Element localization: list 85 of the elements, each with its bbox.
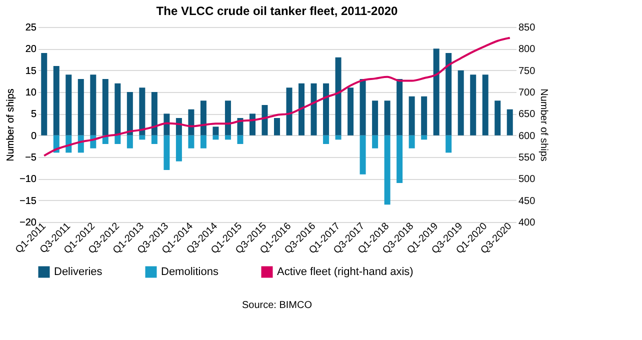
- y-tick-label: −15: [20, 196, 37, 207]
- bar: [396, 135, 403, 183]
- bar: [360, 79, 366, 136]
- y2-tick-label: 850: [518, 22, 536, 34]
- bar: [494, 100, 501, 136]
- bar: [408, 135, 415, 148]
- bar: [139, 135, 146, 140]
- bar: [360, 135, 366, 174]
- bar: [262, 105, 268, 136]
- bar: [66, 74, 72, 136]
- bar: [41, 53, 48, 136]
- y-tick-label: 15: [25, 66, 37, 77]
- bar: [335, 57, 342, 136]
- bar: [200, 100, 206, 136]
- bar: [470, 74, 476, 136]
- bar: [310, 83, 317, 136]
- bar: [372, 135, 378, 148]
- legend-label: Active fleet (right-hand axis): [277, 266, 414, 278]
- bar: [212, 135, 219, 140]
- bar: [139, 88, 146, 136]
- bar: [164, 135, 170, 170]
- bar: [164, 114, 170, 136]
- y-tick-label: 25: [25, 22, 37, 34]
- y-tick-label: 20: [25, 44, 37, 56]
- bar: [323, 83, 330, 136]
- y2-tick-label: 550: [518, 152, 536, 164]
- bar: [102, 79, 108, 136]
- bar: [188, 135, 194, 148]
- y-axis-title: Number of ships: [6, 88, 17, 162]
- bar: [237, 135, 244, 144]
- bar: [126, 92, 133, 136]
- bar: [53, 66, 60, 136]
- bar: [446, 53, 452, 136]
- bar: [408, 96, 415, 136]
- bar: [348, 88, 354, 136]
- y2-tick-label: 700: [518, 88, 536, 98]
- bar: [421, 96, 428, 136]
- legend-label: Deliveries: [54, 266, 103, 278]
- bar: [433, 48, 440, 136]
- bar: [286, 88, 292, 136]
- bar: [335, 135, 342, 140]
- bar: [458, 70, 464, 136]
- bar: [114, 135, 121, 144]
- bar: [200, 135, 206, 148]
- y2-axis-title: Number of ships: [538, 88, 550, 162]
- bar: [384, 100, 390, 136]
- y-tick-label: 0: [30, 130, 37, 142]
- bar: [212, 126, 219, 136]
- bar: [446, 135, 452, 153]
- bar: [372, 100, 378, 136]
- bar: [421, 135, 428, 140]
- bar: [323, 135, 330, 144]
- y-tick-label: 5: [30, 109, 37, 120]
- y2-tick-label: 800: [518, 44, 536, 56]
- y-tick-label: −5: [25, 152, 37, 164]
- bar: [78, 79, 84, 136]
- bar: [384, 135, 390, 205]
- source-note: Source: BIMCO: [242, 300, 312, 311]
- bar: [506, 109, 513, 136]
- legend-label: Demolitions: [161, 266, 219, 278]
- y2-tick-label: 650: [518, 109, 536, 120]
- bar: [90, 74, 96, 136]
- y-tick-label: 10: [25, 88, 37, 98]
- bar: [298, 83, 305, 136]
- y2-tick-label: 400: [518, 218, 536, 228]
- chart-title: The VLCC crude oil tanker fleet, 2011-2020: [156, 4, 398, 18]
- bar: [151, 135, 158, 144]
- bar: [224, 100, 231, 136]
- y2-tick-label: 750: [518, 66, 536, 77]
- bar: [188, 109, 194, 136]
- bar: [274, 118, 280, 136]
- y2-tick-label: 600: [518, 130, 536, 142]
- line-series: [43, 36, 511, 157]
- bar: [482, 74, 488, 136]
- bar: [249, 114, 256, 136]
- bar: [126, 135, 133, 148]
- y-tick-label: −10: [20, 174, 37, 186]
- bar: [151, 92, 158, 136]
- bar: [176, 135, 182, 162]
- y2-tick-label: 500: [518, 174, 536, 186]
- y2-tick-label: 450: [518, 196, 536, 207]
- bar: [224, 135, 231, 140]
- y-tick-label: −20: [20, 218, 37, 228]
- bar: [396, 79, 403, 136]
- bar: [114, 83, 121, 136]
